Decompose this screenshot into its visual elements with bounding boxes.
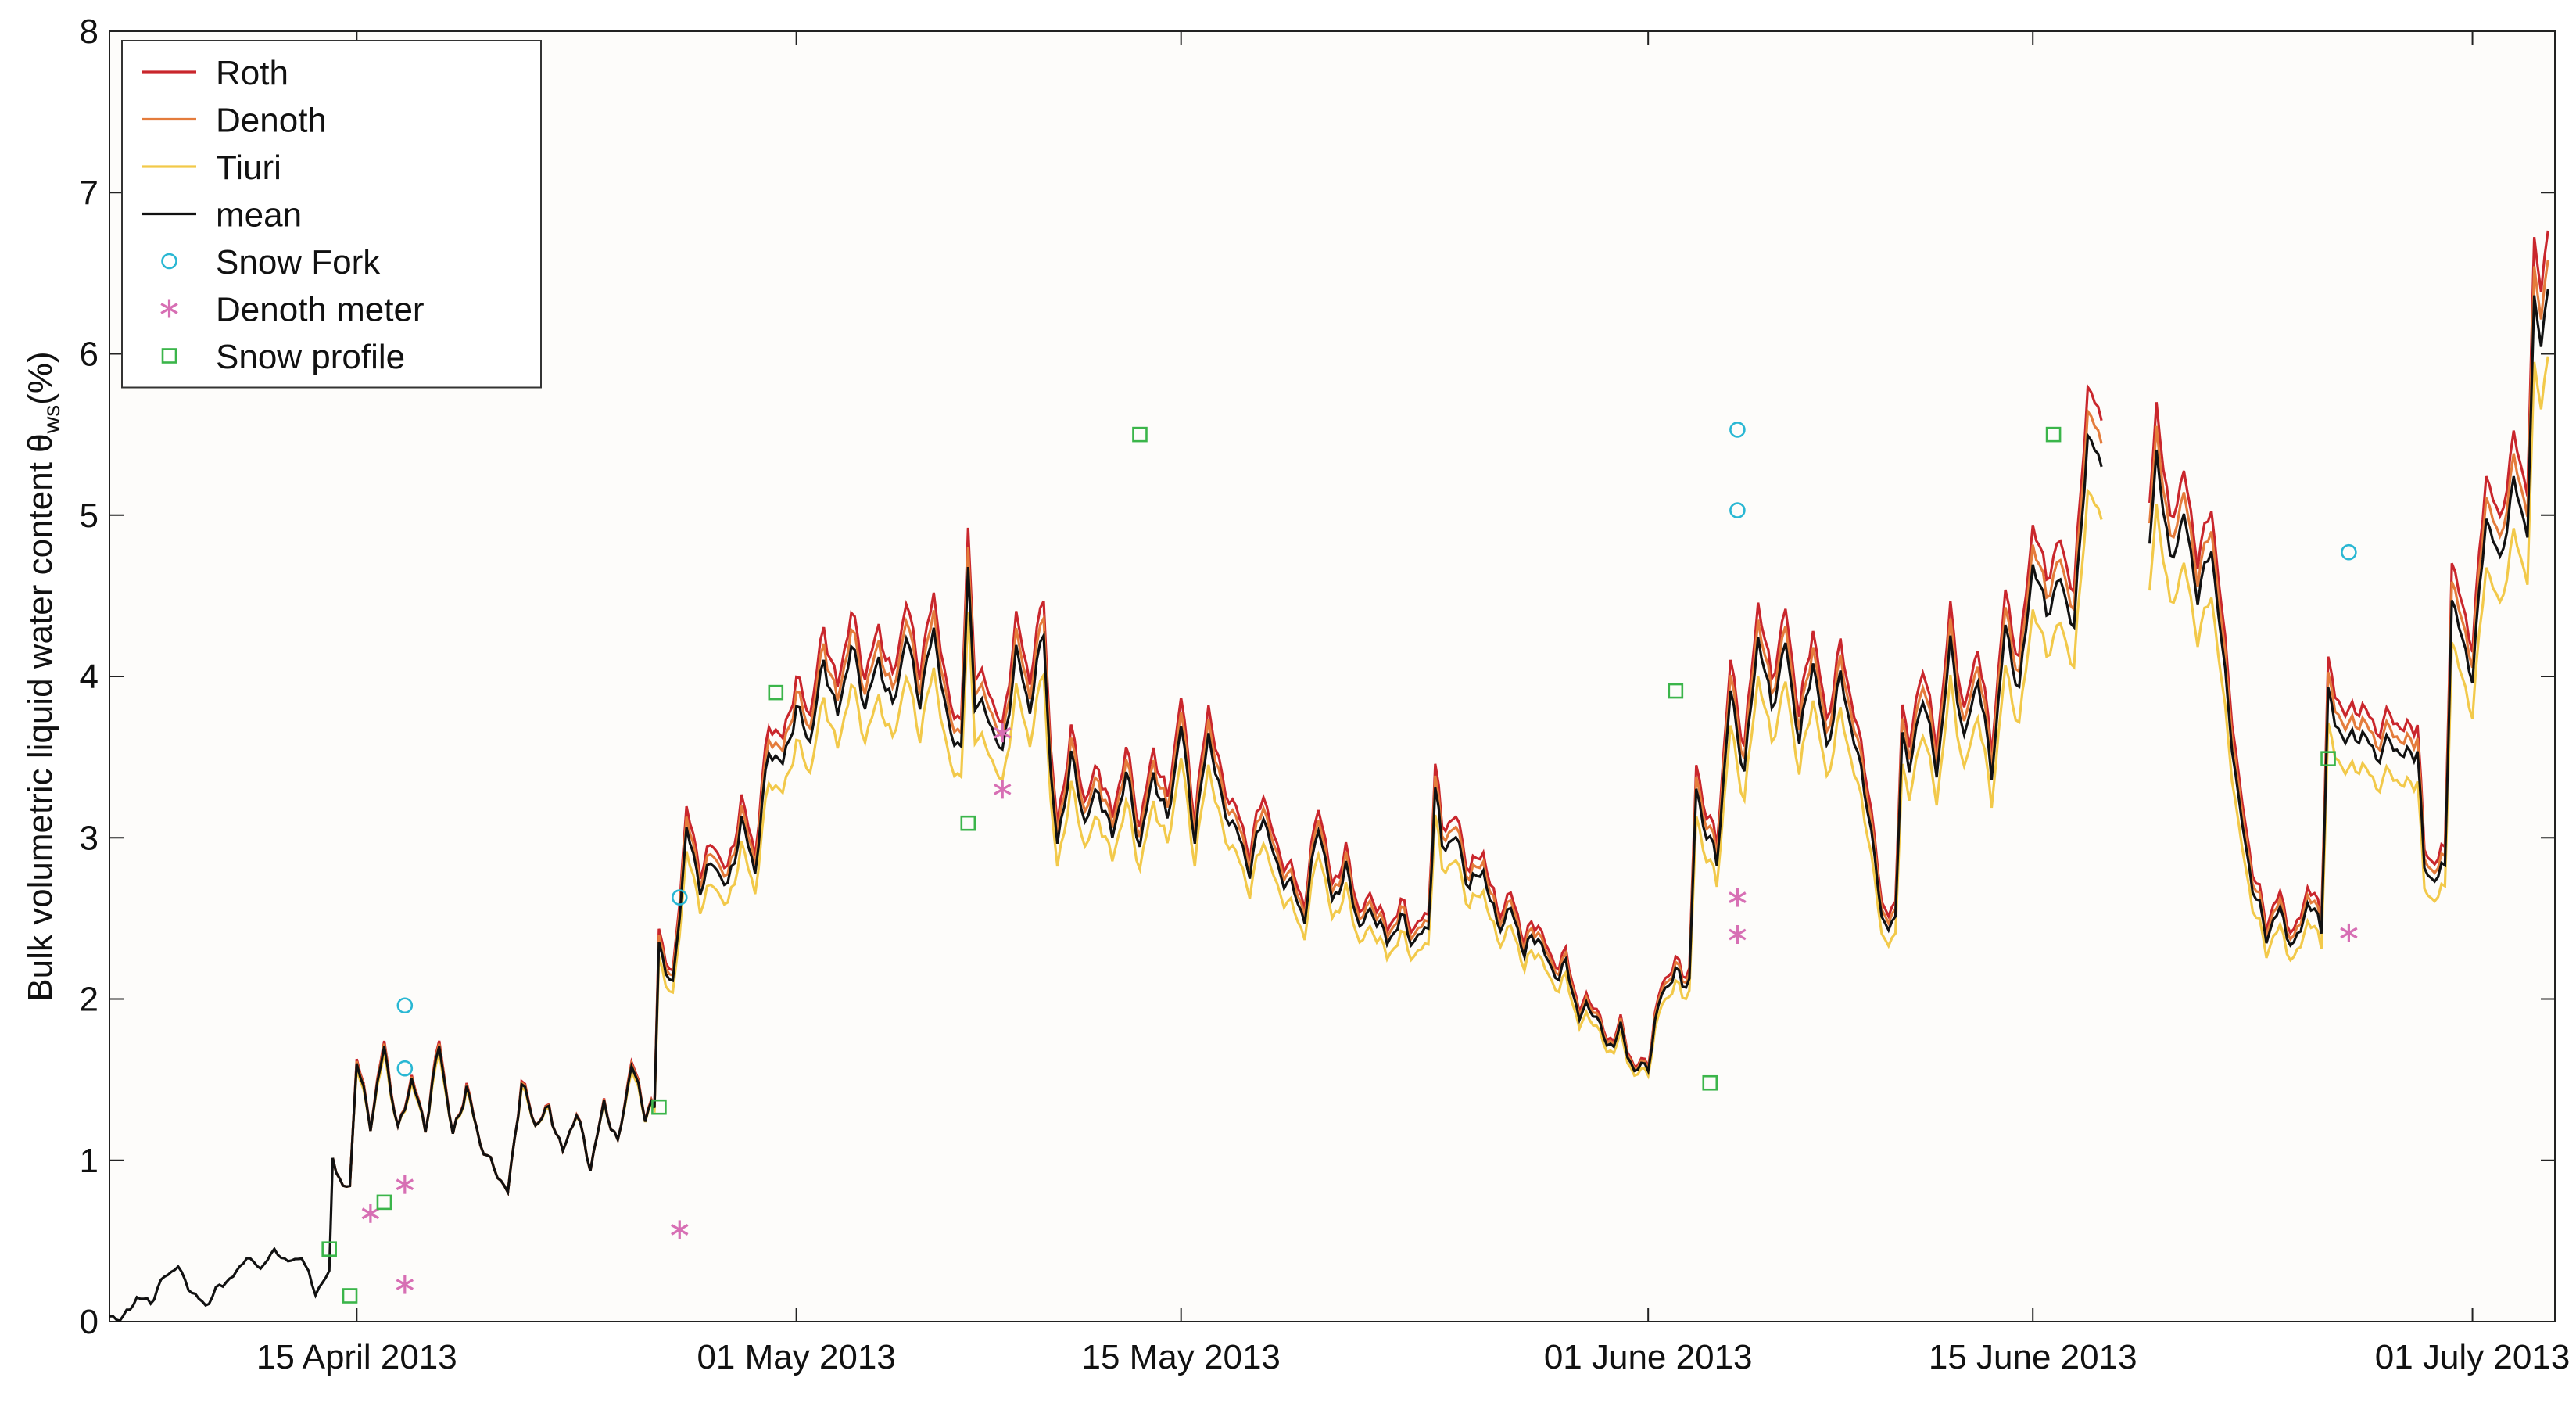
legend-label: Denoth meter bbox=[216, 291, 425, 329]
snow-fork-point bbox=[161, 253, 177, 270]
snow-profile-point bbox=[321, 1241, 337, 1257]
series-line-tiuri bbox=[2148, 356, 2549, 963]
y-tick-label: 1 bbox=[80, 1142, 99, 1180]
snow-profile-point bbox=[2045, 426, 2062, 443]
x-tick-label: 15 May 2013 bbox=[1081, 1338, 1280, 1376]
denoth-meter-point bbox=[361, 1204, 380, 1223]
y-tick-label: 4 bbox=[80, 658, 99, 696]
legend-label: Tiuri bbox=[216, 149, 281, 187]
denoth-meter-point bbox=[1729, 888, 1747, 907]
y-tick-label: 2 bbox=[80, 981, 99, 1019]
x-tick-label: 15 April 2013 bbox=[256, 1338, 457, 1376]
legend-label: Snow profile bbox=[216, 338, 405, 376]
snow-fork-point bbox=[1729, 502, 1746, 518]
snow-fork-point bbox=[671, 889, 688, 906]
denoth-meter-point bbox=[396, 1175, 414, 1194]
y-axis-label-subscript: ws bbox=[39, 405, 65, 435]
x-tick-label: 01 May 2013 bbox=[697, 1338, 895, 1376]
denoth-meter-point bbox=[160, 299, 178, 318]
snow-profile-point bbox=[161, 348, 177, 364]
y-tick-label: 3 bbox=[80, 819, 99, 857]
snow-fork-point bbox=[1729, 422, 1746, 438]
series-line-denoth bbox=[2148, 260, 2549, 942]
snow-profile-point bbox=[376, 1194, 392, 1211]
snow-profile-point bbox=[2320, 751, 2336, 766]
series-lines bbox=[109, 230, 2549, 1322]
y-tick-label: 0 bbox=[80, 1303, 99, 1341]
x-tick-label: 01 July 2013 bbox=[2375, 1338, 2571, 1376]
snow-profile-point bbox=[960, 815, 976, 831]
series-line-mean bbox=[2148, 289, 2549, 948]
legend-label: Denoth bbox=[216, 102, 327, 140]
snow-fork-point bbox=[396, 997, 414, 1014]
y-tick-label: 7 bbox=[80, 174, 99, 212]
denoth-meter-point bbox=[396, 1275, 414, 1294]
snow-profile-point bbox=[651, 1099, 667, 1115]
denoth-meter-point bbox=[1729, 925, 1747, 944]
legend: Roth Denoth Tiuri mean Snow Fork Denoth meter… bbox=[121, 40, 542, 389]
series-markers bbox=[321, 422, 2358, 1304]
y-tick-label: 8 bbox=[80, 13, 99, 51]
x-tick-label: 15 June 2013 bbox=[1929, 1338, 2137, 1376]
snow-profile-point bbox=[342, 1288, 358, 1304]
y-axis-label-unit: (%) bbox=[21, 351, 59, 404]
legend-label: Roth bbox=[216, 54, 288, 92]
series-line-mean bbox=[109, 432, 2103, 1322]
y-tick-label: 6 bbox=[80, 335, 99, 374]
legend-label: Snow Fork bbox=[216, 243, 381, 282]
denoth-meter-point bbox=[671, 1220, 689, 1239]
series-line-roth bbox=[2148, 230, 2549, 935]
x-tick-label: 01 June 2013 bbox=[1544, 1338, 1753, 1376]
snow-fork-point bbox=[2341, 543, 2357, 561]
snow-profile-point bbox=[768, 684, 784, 701]
axes: 0 1 2 3 4 5 6 7 8 15 April 2013 01 May 2013 15 May … bbox=[80, 13, 2571, 1376]
y-tick-label: 5 bbox=[80, 497, 99, 535]
snow-fork-point bbox=[396, 1060, 414, 1077]
denoth-meter-point bbox=[2340, 923, 2358, 942]
snow-profile-point bbox=[1132, 426, 1148, 443]
snow-profile-point bbox=[1668, 683, 1684, 699]
legend-label: mean bbox=[216, 196, 302, 235]
denoth-meter-point bbox=[994, 723, 1012, 743]
snow-profile-point bbox=[1702, 1074, 1718, 1091]
denoth-meter-point bbox=[994, 780, 1012, 799]
y-axis-label: Bulk volumetric liquid water content θws… bbox=[21, 351, 65, 1001]
y-axis-label-main: Bulk volumetric liquid water content θ bbox=[21, 433, 59, 1001]
